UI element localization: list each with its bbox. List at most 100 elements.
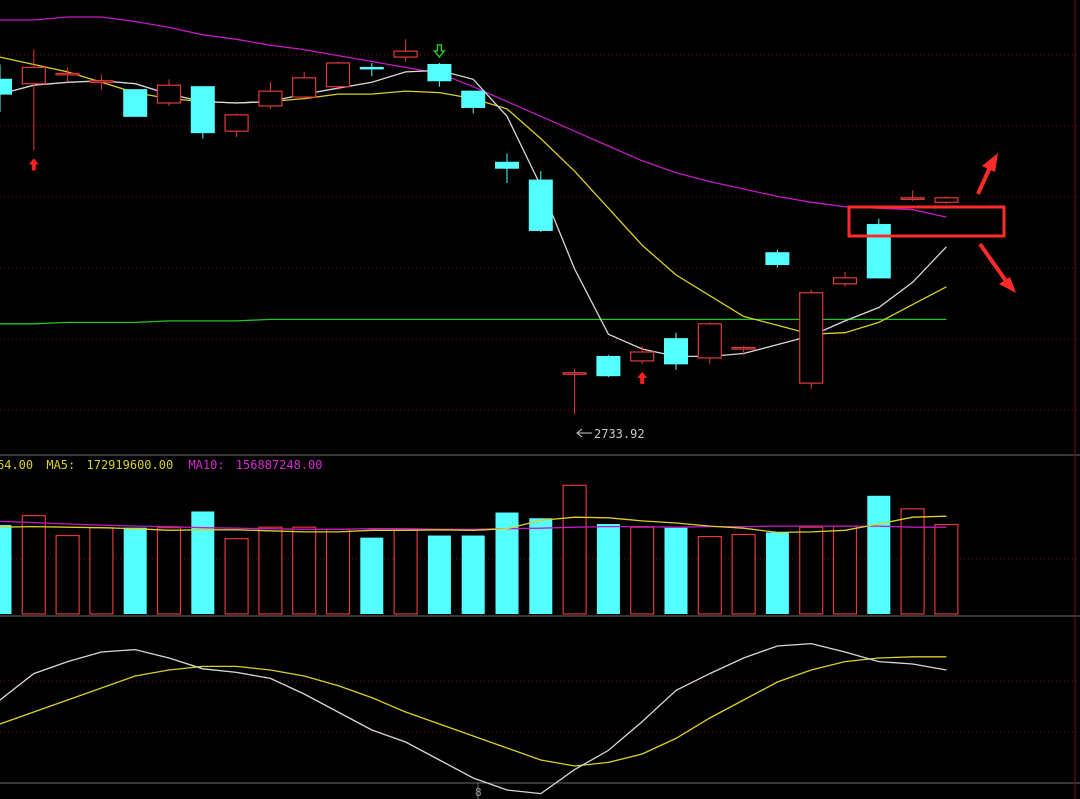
candle — [0, 64, 12, 112]
volume-bar — [89, 527, 114, 615]
candle-body — [934, 197, 959, 203]
candle — [697, 322, 722, 364]
volume-bar — [258, 526, 283, 615]
candle-body — [292, 77, 317, 98]
highlight-box — [847, 205, 1006, 238]
candle-body — [731, 346, 756, 350]
volume-bar — [832, 525, 858, 615]
buy-signal-icon — [28, 158, 39, 171]
candle — [630, 346, 655, 364]
candle-body — [799, 292, 824, 384]
up-arrow-icon — [976, 153, 998, 195]
candle — [21, 49, 46, 151]
candle-body — [900, 197, 925, 200]
candle — [866, 218, 891, 279]
candle-body — [461, 90, 486, 108]
candle — [461, 90, 486, 114]
volume-bar — [325, 528, 351, 615]
volume-bar — [697, 535, 722, 615]
volume-bar — [461, 535, 485, 614]
volume-panel — [0, 484, 959, 615]
volume-bar — [427, 535, 451, 614]
candle — [393, 39, 418, 62]
volume-bar — [900, 508, 925, 615]
candle — [765, 249, 790, 268]
oscillator-fast-line — [0, 642, 947, 795]
low-price-label: 2733.92 — [594, 427, 645, 441]
volume-bar — [156, 527, 182, 615]
candle — [731, 346, 756, 355]
candle-body — [393, 50, 418, 58]
candle — [292, 71, 317, 101]
candle — [123, 89, 148, 117]
x-axis-tick-label: 8 — [475, 786, 482, 799]
candle-body — [156, 84, 182, 104]
buy-signal-icon — [637, 371, 648, 384]
candle — [664, 332, 688, 370]
candle — [427, 62, 452, 87]
down-arrow-icon — [978, 242, 1016, 293]
volume-bar — [495, 512, 519, 614]
candle-body — [89, 80, 114, 83]
volume-bar — [191, 511, 215, 614]
candle — [495, 153, 519, 184]
candle — [934, 196, 959, 204]
volume-bar — [934, 523, 959, 615]
candle — [325, 61, 351, 90]
candle-body — [495, 161, 519, 169]
volume-bar — [731, 533, 756, 615]
candle — [89, 74, 114, 90]
candle — [596, 354, 621, 378]
volume-ma5-line — [0, 515, 947, 534]
volume-legend-prefix: 64.00 — [0, 458, 33, 472]
volume-bar — [765, 532, 789, 614]
oscillator-slow-line — [0, 656, 947, 767]
volume-bar — [799, 526, 824, 615]
candle-body — [427, 63, 452, 82]
candle-body — [123, 89, 148, 117]
candle — [258, 82, 283, 109]
candle-body — [224, 114, 249, 132]
candle-body — [765, 252, 790, 266]
candle — [156, 79, 182, 106]
volume-bar — [596, 524, 620, 614]
candle-body — [21, 66, 46, 85]
volume-bar — [360, 537, 384, 614]
volume-legend: 64.00 MA5: 172919600.00 MA10: 156887248.… — [0, 458, 323, 472]
candle — [562, 368, 587, 415]
volume-bar — [224, 538, 249, 615]
candle — [528, 171, 553, 232]
volume-ma10-line — [0, 520, 947, 530]
candle — [224, 113, 249, 138]
volume-legend-ma5-label: MA5: — [46, 458, 75, 472]
candle-body — [0, 78, 12, 95]
candle-body — [528, 179, 553, 231]
candle-body — [325, 62, 351, 88]
candle — [55, 67, 80, 83]
low-pointer — [576, 428, 592, 438]
volume-legend-ma10-label: MA10: — [188, 458, 224, 472]
candle — [799, 289, 824, 390]
volume-bar — [393, 529, 418, 615]
candle — [359, 62, 384, 77]
candle-body — [190, 86, 215, 134]
volume-bar — [664, 527, 688, 614]
volume-bar — [292, 526, 317, 615]
ma-green-line — [0, 318, 947, 325]
svg-text:64.00 MA5: 1729196: 64.00 MA5: 172919600.00 MA10: 156887248.… — [0, 458, 323, 472]
annotation-layer: 2733.92 — [576, 153, 1016, 441]
volume-legend-ma10-value: 156887248.00 — [236, 458, 323, 472]
ma-magenta-line — [0, 16, 947, 218]
candle-body — [664, 338, 688, 365]
volume-bar — [529, 518, 553, 614]
candle-body — [630, 351, 655, 362]
candle-body — [55, 72, 80, 76]
candle-body — [562, 372, 587, 375]
price-panel — [0, 16, 959, 415]
volume-bar — [867, 495, 891, 614]
volume-bar — [21, 515, 46, 615]
candle — [190, 86, 215, 139]
candle — [832, 271, 858, 287]
